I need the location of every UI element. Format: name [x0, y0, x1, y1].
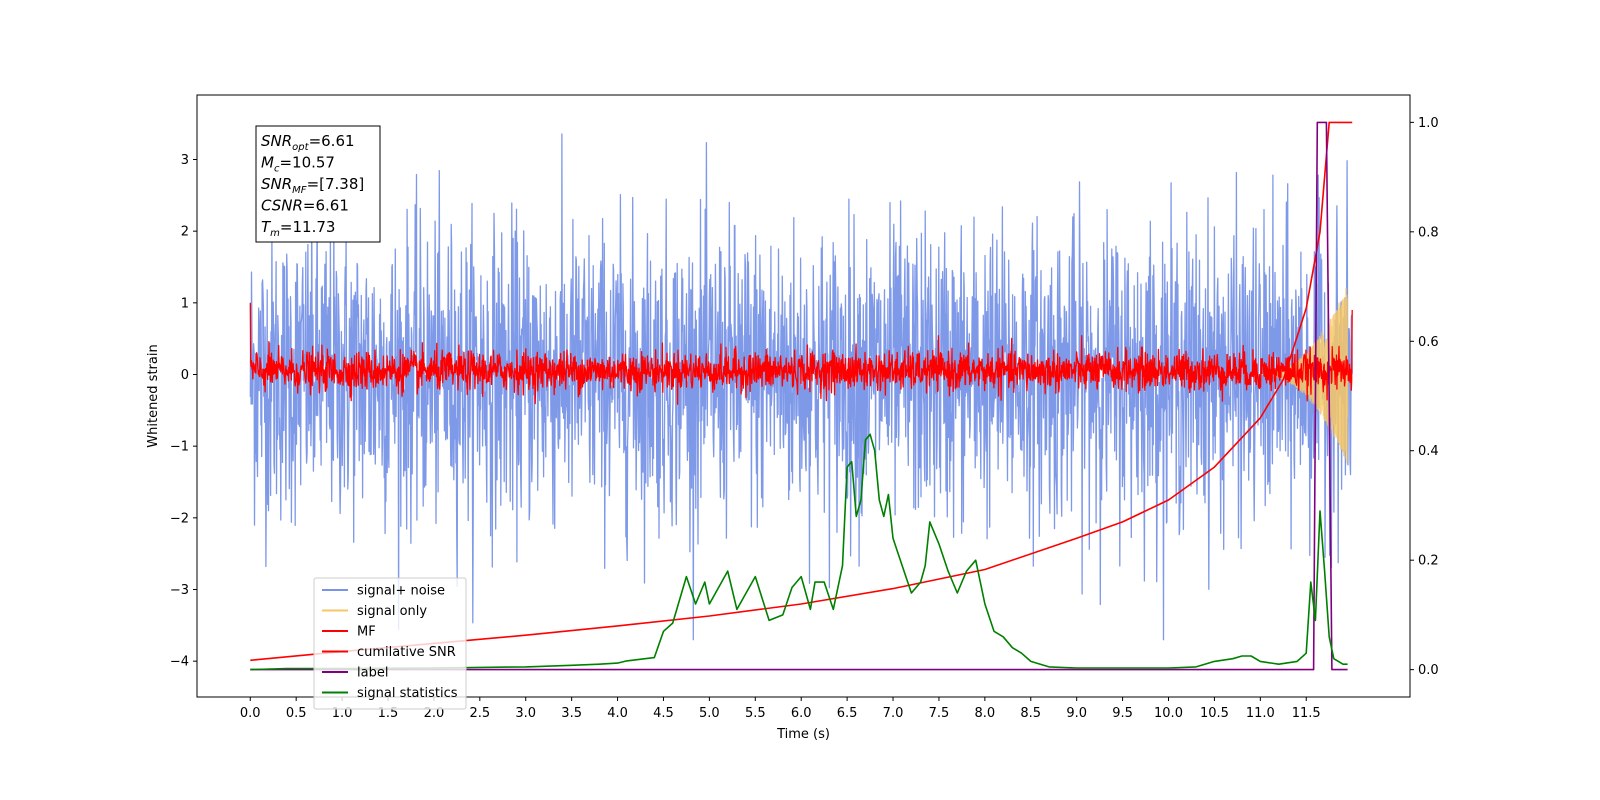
x-tick-label: 2.5 [469, 706, 490, 721]
x-tick-label: 3.5 [561, 706, 582, 721]
x-tick-label: 2.0 [424, 706, 445, 721]
x-tick-label: 8.0 [975, 706, 996, 721]
x-tick-label: 6.5 [837, 706, 858, 721]
annotation-value: =10.57 [279, 154, 335, 172]
y2-tick-label: 0.0 [1418, 663, 1439, 678]
annotation-line: Mc=10.57 [261, 154, 335, 175]
series-mf [249, 302, 1353, 405]
y-tick-label: −3 [170, 583, 189, 598]
y2-tick-label: 1.0 [1418, 116, 1439, 131]
ticks-layer: 0.0 0.5 1.0 1.5 2.0 2.5 3.0 3.5 4.0 4.5 5.0 5.5 6.0 6… [170, 116, 1439, 721]
series-cumilative-snr [250, 121, 1353, 662]
x-tick-label: 4.0 [607, 706, 628, 721]
y-tick-label: −1 [170, 440, 189, 455]
annotation-line: SNRMF=[7.38] [261, 175, 364, 196]
series-signal-noise [249, 133, 1353, 641]
legend-signal-statistics-label: signal statistics [357, 686, 458, 701]
legend-label-label: label [357, 666, 388, 681]
annotation-line: CSNR=6.61 [261, 197, 349, 215]
annotation-frame [255, 125, 381, 243]
legend-frame [313, 577, 467, 710]
annotation-subscript: c [274, 164, 280, 175]
annotation-symbol: SNR [261, 175, 292, 193]
annotation-symbol: M [261, 154, 274, 172]
annotation-value: =11.73 [280, 218, 336, 236]
x-tick-label: 5.0 [699, 706, 720, 721]
y2-tick-label: 0.8 [1418, 225, 1439, 240]
y2-tick-label: 0.4 [1418, 444, 1439, 459]
annotation-subscript: m [270, 228, 280, 239]
x-tick-label: 9.0 [1066, 706, 1087, 721]
x-tick-label: 3.0 [515, 706, 536, 721]
y-tick-label: −4 [170, 655, 189, 670]
legend-signal-only-label: signal only [357, 604, 427, 619]
series-label [250, 121, 1348, 671]
annotation-value: =6.61 [303, 197, 349, 215]
x-tick-label: 11.5 [1292, 706, 1321, 721]
series-layer [249, 121, 1353, 671]
plot-frame [196, 94, 1411, 698]
x-tick-label: 10.5 [1200, 706, 1229, 721]
x-tick-label: 6.0 [791, 706, 812, 721]
series-signal-statistics [250, 433, 1348, 671]
y-tick-label: −2 [170, 511, 189, 526]
x-tick-label: 4.5 [653, 706, 674, 721]
annotation-line: SNRopt=6.61 [261, 132, 355, 153]
legend: signal+ noise signal only MF cumilative SNR… [313, 577, 467, 710]
x-tick-label: 5.5 [745, 706, 766, 721]
x-tick-label: 1.5 [378, 706, 399, 721]
y-tick-label: 3 [181, 153, 189, 168]
x-tick-label: 8.5 [1020, 706, 1041, 721]
annotation-value: =[7.38] [307, 175, 365, 193]
y-tick-label: 0 [181, 368, 189, 383]
annotation-symbol: T [261, 218, 272, 236]
x-tick-label: 0.0 [240, 706, 261, 721]
annotation-line: Tm=11.73 [261, 218, 335, 239]
legend-signal-noise-label: signal+ noise [357, 584, 445, 599]
annotation-box: SNRopt=6.61Mc=10.57SNRMF=[7.38]CSNR=6.61… [255, 125, 381, 243]
x-tick-label: 7.5 [929, 706, 950, 721]
x-tick-label: 0.5 [286, 706, 307, 721]
y2-tick-label: 0.2 [1418, 554, 1439, 569]
annotation-subscript: opt [292, 142, 309, 153]
x-tick-label: 7.0 [883, 706, 904, 721]
x-tick-label: 10.0 [1154, 706, 1183, 721]
annotation-value: =6.61 [309, 132, 355, 150]
annotation-symbol: SNR [261, 132, 292, 150]
y-axis-title: Whitened strain [146, 344, 161, 447]
annotation-symbol: CSNR [261, 197, 303, 215]
x-tick-label: 1.0 [332, 706, 353, 721]
annotation-subscript: MF [292, 185, 307, 196]
x-axis-title: Time (s) [776, 727, 830, 742]
y2-tick-label: 0.6 [1418, 335, 1439, 350]
legend-mf-label: MF [357, 625, 376, 640]
legend-cumilative-snr-label: cumilative SNR [357, 645, 456, 660]
y-tick-label: 2 [181, 225, 189, 240]
x-tick-label: 9.5 [1112, 706, 1133, 721]
y-tick-label: 1 [181, 296, 189, 311]
x-tick-label: 11.0 [1246, 706, 1275, 721]
